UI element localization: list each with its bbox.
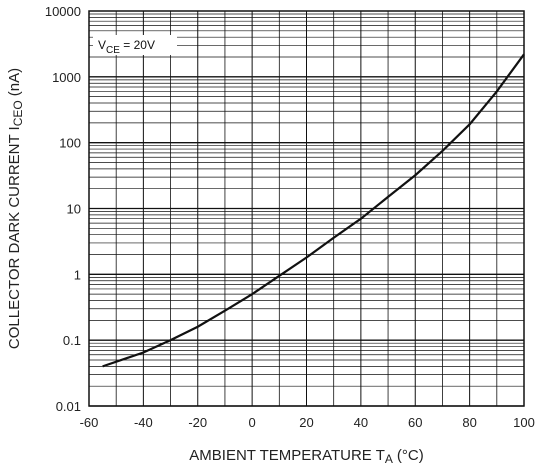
grid [88,11,525,407]
vce-annotation: VCE = 20V [93,35,177,56]
x-tick-label: 100 [513,415,535,430]
x-tick-label: 80 [462,415,476,430]
y-tick-label: 1 [74,267,81,282]
y-tick-label: 0.01 [56,399,81,414]
series-line [102,53,525,368]
tick-labels: -60 -40 -20 0 20 40 60 80 100 0.01 0.1 1 10 100 1000 10… [45,4,535,430]
y-tick-label: 1000 [52,70,81,85]
x-tick-label: -60 [80,415,99,430]
y-tick-label: 10000 [45,4,81,19]
y-axis-title: COLLECTOR DARK CURRENT ICEO (nA) [6,68,25,349]
x-axis-title-main: AMBIENT TEMPERATURE T [189,447,385,464]
x-axis-title: AMBIENT TEMPERATURE TA (°C) [189,447,423,466]
y-axis-title-subscript: CEO [11,100,25,126]
x-axis-title-subscript: A [385,452,393,466]
y-axis-title-unit: (nA) [6,68,23,96]
plot-area-frame [88,10,525,407]
x-tick-label: 0 [249,415,256,430]
annotation-value: = 20V [120,38,155,52]
annotation-subscript: CE [106,45,120,56]
annotation-background [93,35,177,55]
x-tick-label: -40 [134,415,153,430]
annotation-main: V [98,38,106,52]
y-tick-label: 10 [67,202,81,217]
x-tick-label: 60 [408,415,422,430]
x-tick-label: -20 [188,415,207,430]
y-tick-label: 0.1 [63,333,81,348]
x-tick-label: 20 [299,415,313,430]
y-axis-title-main: COLLECTOR DARK CURRENT I [6,126,23,349]
x-axis-title-unit: (°C) [397,447,424,464]
y-tick-label: 100 [59,136,81,151]
annotation-label: VCE = 20V [98,38,155,56]
x-tick-label: 40 [354,415,368,430]
